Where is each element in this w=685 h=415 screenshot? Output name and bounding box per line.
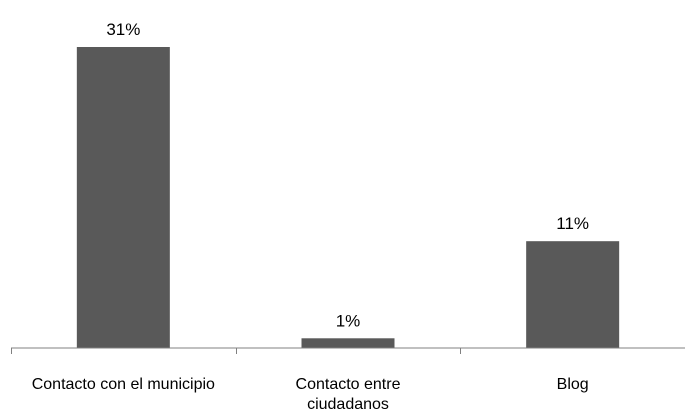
category-label: Contacto con el municipio xyxy=(32,376,215,393)
data-labels-group: 31% 1% 11% xyxy=(106,20,589,330)
category-labels-group: Contacto con el municipio Contacto entre c… xyxy=(32,376,589,413)
category-label-line: Contacto con el municipio xyxy=(32,376,215,393)
x-axis-ticks xyxy=(11,348,461,354)
bars-group xyxy=(76,47,620,348)
bar xyxy=(526,241,620,348)
data-label: 31% xyxy=(106,20,140,39)
category-label-line: Contacto entre xyxy=(296,376,401,393)
data-label: 11% xyxy=(556,214,589,233)
category-label-line: ciudadanos xyxy=(307,396,389,413)
category-label-line: Blog xyxy=(557,376,589,393)
data-label: 1% xyxy=(336,311,361,330)
bar xyxy=(76,47,170,348)
category-label: Blog xyxy=(557,376,589,393)
category-label: Contacto entre ciudadanos xyxy=(296,376,401,413)
bar xyxy=(301,338,395,348)
